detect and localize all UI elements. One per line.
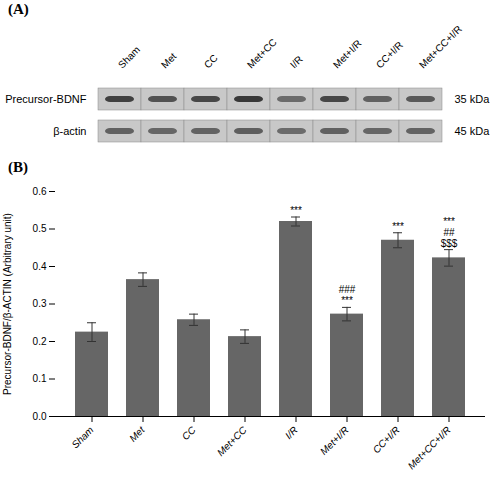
svg-text:I/R: I/R — [288, 54, 305, 71]
svg-text:***: *** — [443, 216, 455, 227]
svg-text:Sham: Sham — [116, 44, 142, 70]
svg-text:0.5: 0.5 — [33, 223, 47, 234]
svg-text:Met+CC: Met+CC — [215, 424, 249, 458]
svg-text:$$$: $$$ — [441, 238, 458, 249]
svg-text:35 kDa: 35 kDa — [455, 93, 491, 105]
svg-text:CC+I/R: CC+I/R — [374, 39, 405, 70]
svg-text:0.6: 0.6 — [33, 186, 47, 197]
svg-text:Met+CC+I/R: Met+CC+I/R — [406, 424, 453, 471]
svg-text:CC: CC — [202, 52, 220, 70]
svg-text:***: *** — [290, 205, 302, 216]
svg-text:CC+I/R: CC+I/R — [371, 424, 402, 455]
svg-text:β-actin: β-actin — [53, 125, 86, 137]
svg-text:Precursor-BDNF/β-ACTIN (Arbitr: Precursor-BDNF/β-ACTIN (Arbitrary unit) — [2, 213, 13, 395]
svg-text:0.2: 0.2 — [33, 336, 47, 347]
html-text:(A): (A) — [8, 1, 29, 17]
html-text:(B): (B) — [8, 159, 28, 175]
svg-text:Precursor-BDNF: Precursor-BDNF — [5, 93, 87, 105]
svg-text:0.1: 0.1 — [33, 373, 47, 384]
svg-text:Met+I/R: Met+I/R — [331, 38, 364, 71]
svg-text:Met: Met — [159, 51, 179, 71]
svg-text:###: ### — [339, 284, 356, 295]
svg-text:Met: Met — [127, 423, 147, 443]
svg-text:Met+CC: Met+CC — [245, 36, 279, 70]
svg-text:Sham: Sham — [69, 424, 95, 450]
svg-text:0.0: 0.0 — [33, 411, 47, 422]
svg-text:I/R: I/R — [283, 424, 300, 441]
svg-text:CC: CC — [180, 424, 199, 443]
svg-text:##: ## — [443, 227, 455, 238]
svg-text:Met+I/R: Met+I/R — [318, 424, 351, 457]
svg-text:Met+CC+I/R: Met+CC+I/R — [417, 23, 464, 70]
svg-text:***: *** — [341, 295, 353, 306]
svg-text:0.4: 0.4 — [33, 261, 47, 272]
svg-text:45 kDa: 45 kDa — [455, 125, 491, 137]
svg-text:***: *** — [392, 221, 404, 232]
svg-text:0.3: 0.3 — [33, 298, 47, 309]
